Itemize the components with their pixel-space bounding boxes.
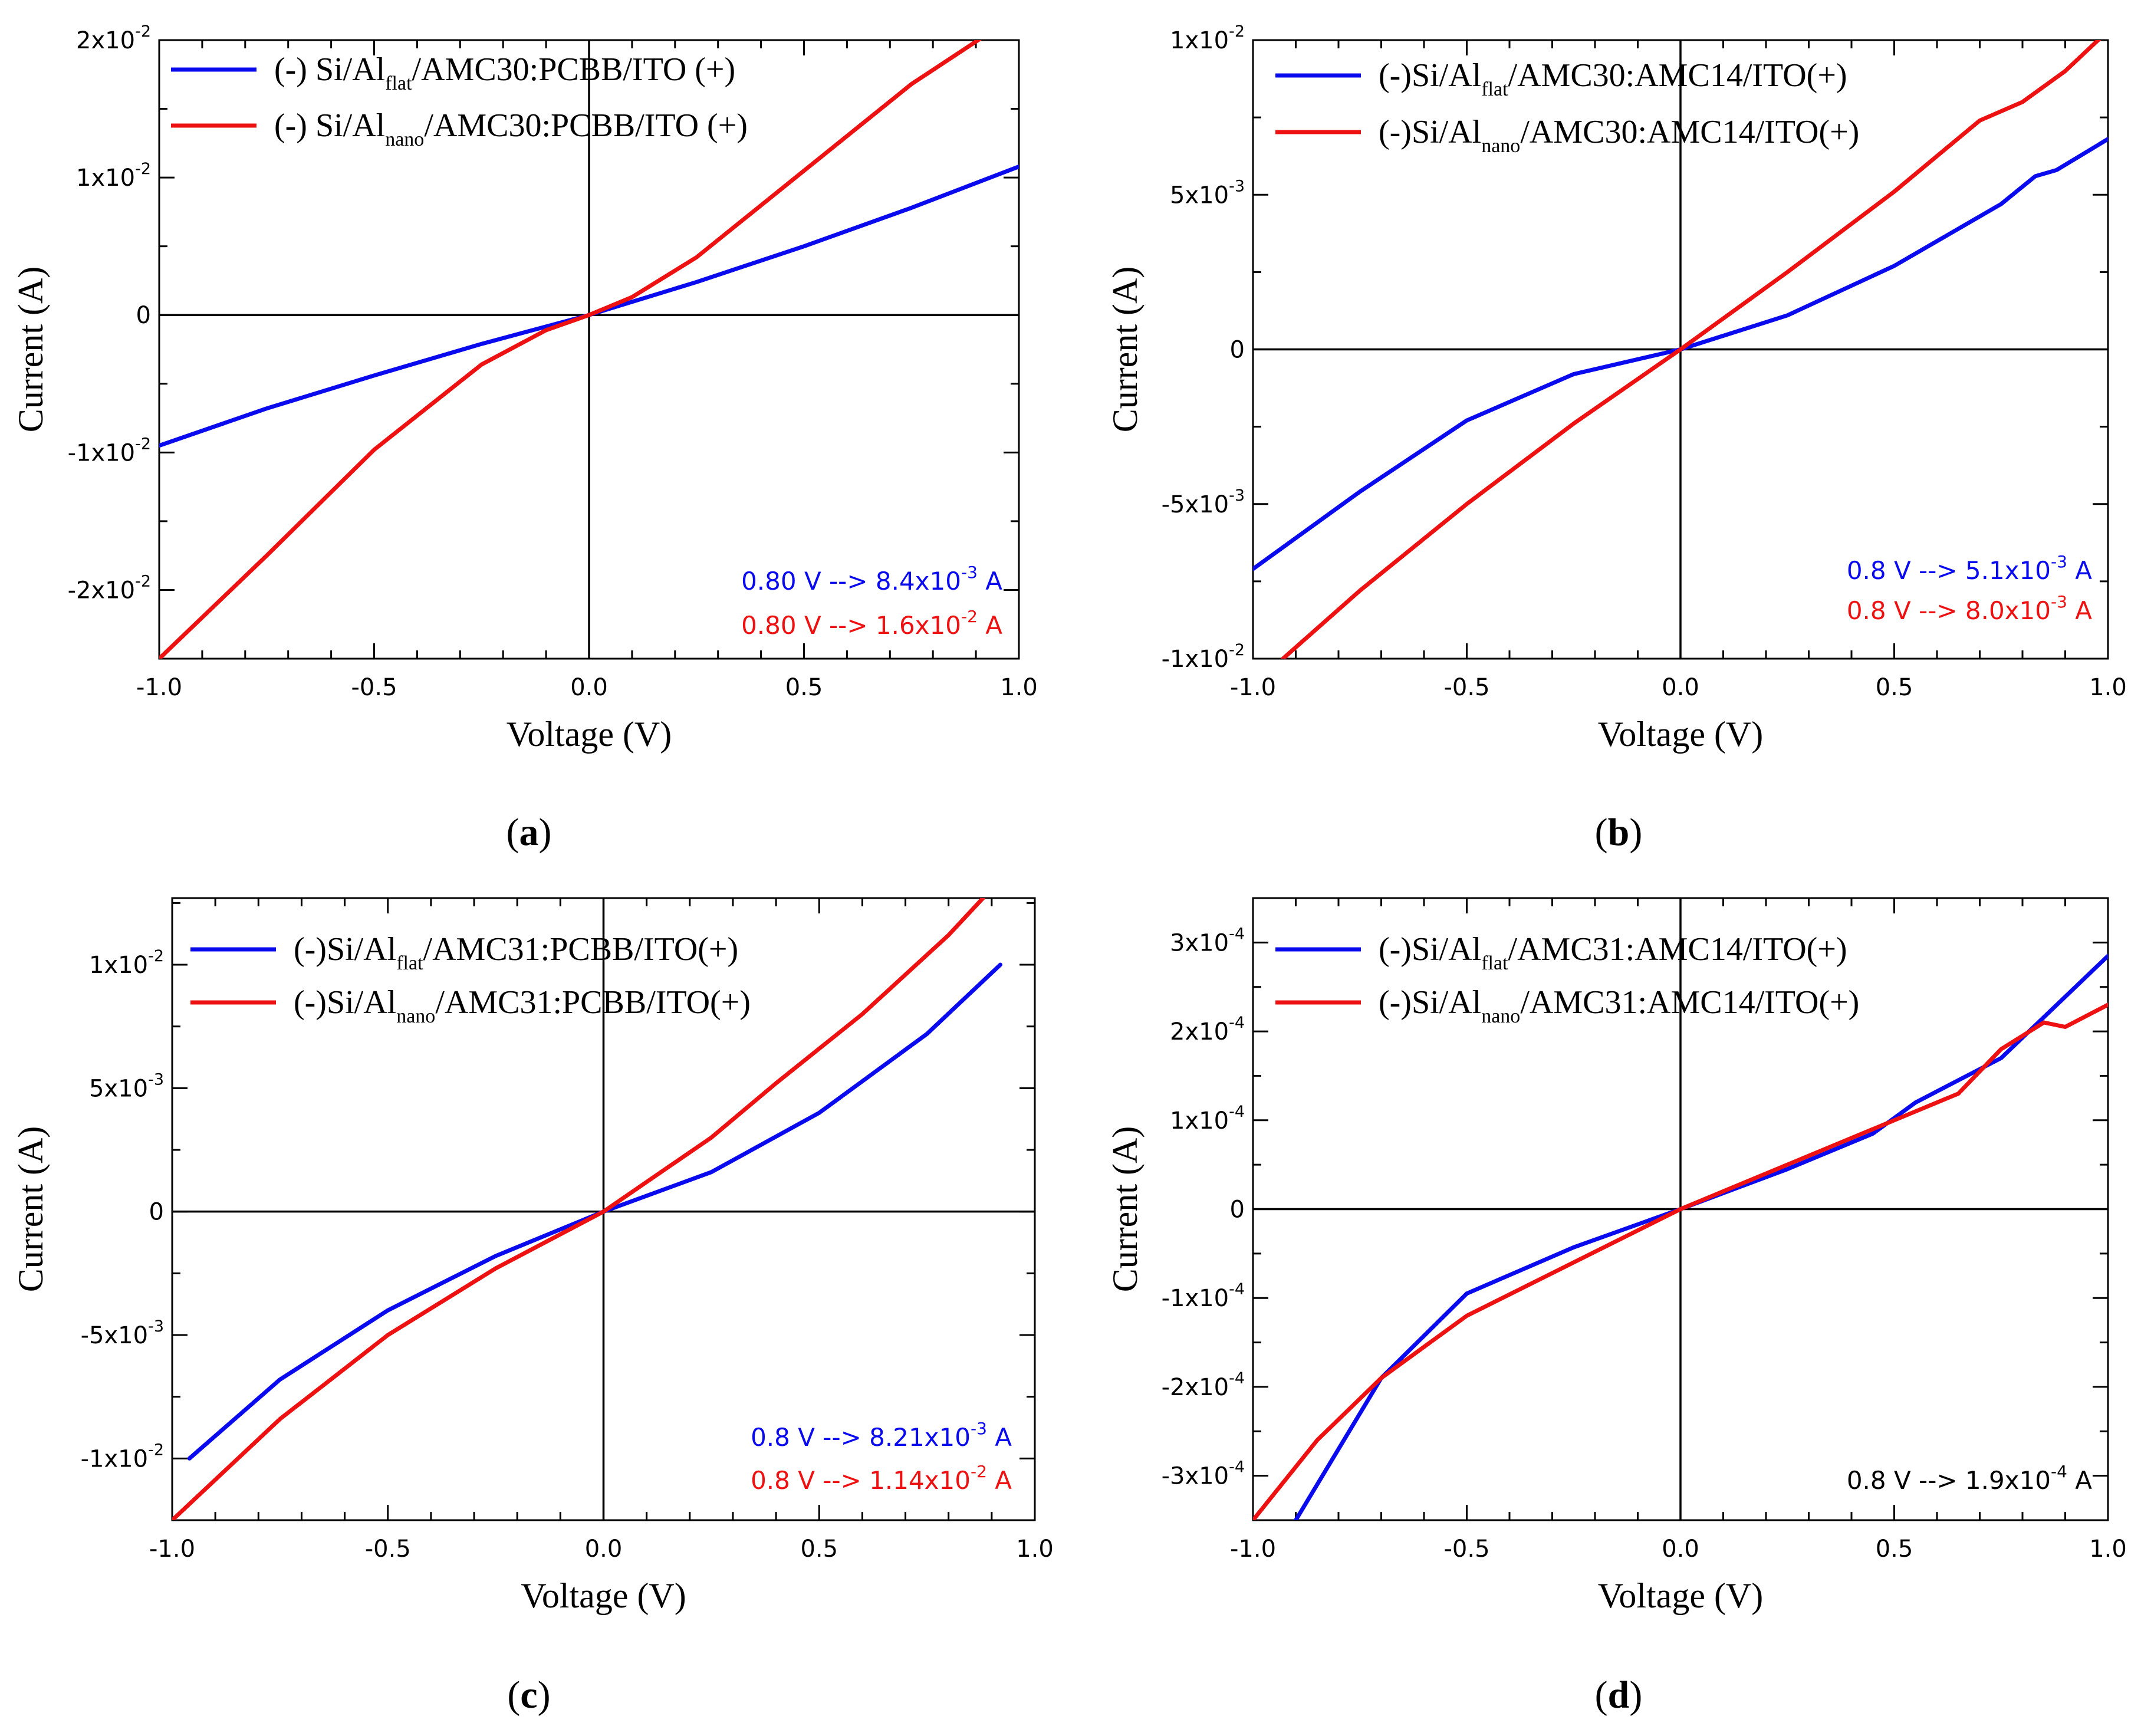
y-axis-label: Current (A): [11, 1126, 50, 1293]
y-tick-label: 0: [136, 302, 151, 329]
value-annotation: 0.8 V --> 1.9x10-4 A: [1847, 1462, 2092, 1495]
series-line-nano: [1253, 1002, 2108, 1520]
y-tick-label: 5x10-3: [89, 1070, 164, 1102]
y-tick-label: 3x10-4: [1170, 925, 1245, 956]
legend-label: (-)Si/Alflat/AMC31:AMC14/ITO(+): [1379, 931, 1847, 974]
x-tick-label: 1.0: [2089, 674, 2127, 701]
x-axis-label: Voltage (V): [507, 715, 672, 754]
y-tick-label: -5x10-3: [81, 1317, 164, 1349]
x-tick-label: 0.5: [1876, 674, 1913, 701]
legend-label: (-)Si/Alnano/AMC31:AMC14/ITO(+): [1379, 984, 1859, 1027]
x-tick-label: 0.0: [1662, 674, 1699, 701]
value-annotation: 0.80 V --> 1.6x10-2 A: [741, 607, 1002, 640]
panel-label: (b): [1595, 811, 1643, 854]
x-tick-label: -1.0: [149, 1536, 195, 1563]
y-tick-label: 0: [1230, 337, 1245, 364]
y-tick-label: -3x10-4: [1162, 1458, 1245, 1490]
x-tick-label: -1.0: [136, 674, 182, 701]
legend-label: (-)Si/Alflat/AMC30:AMC14/ITO(+): [1379, 57, 1847, 100]
x-axis-label: Voltage (V): [1598, 715, 1764, 754]
x-tick-label: -0.5: [1443, 674, 1489, 701]
series-line-nano: [1281, 40, 2101, 659]
x-tick-label: 0.0: [1662, 1536, 1699, 1563]
y-tick-label: -1x10-4: [1162, 1280, 1245, 1312]
legend-label: (-)Si/Alnano/AMC30:AMC14/ITO(+): [1379, 114, 1859, 157]
series-line-nano: [172, 898, 985, 1520]
panel-b: -1.0 -0.5 0.0 0.5 1.0 1x10-2 5x10-3 0 -5x10-3 -1x…: [1106, 22, 2127, 854]
x-tick-label: -0.5: [351, 674, 397, 701]
y-tick-label: 1x10-2: [89, 947, 164, 979]
y-tick-label: -5x10-3: [1162, 486, 1245, 518]
y-tick-label: 0: [1230, 1196, 1245, 1224]
y-tick-label: -2x10-2: [68, 572, 151, 604]
panel-label: (d): [1595, 1673, 1643, 1717]
value-annotation: 0.8 V --> 8.0x10-3 A: [1847, 592, 2092, 625]
y-tick-label: 2x10-4: [1170, 1014, 1245, 1045]
y-axis-label: Current (A): [11, 267, 50, 433]
x-tick-label: 1.0: [2089, 1536, 2127, 1563]
x-tick-label: 0.5: [800, 1536, 838, 1563]
x-axis-label: Voltage (V): [521, 1576, 686, 1615]
x-tick-label: -0.5: [365, 1536, 411, 1563]
y-tick-label: -1x10-2: [68, 435, 151, 466]
panel-a: -1.0 -0.5 0.0 0.5 1.0 2x10-2 1x10-2 0 -1x10-2 -2x…: [11, 22, 1038, 854]
x-tick-label: -0.5: [1443, 1536, 1489, 1563]
y-tick-label: 1x10-4: [1170, 1103, 1245, 1135]
legend-label: (-) Si/Alnano/AMC30:PCBB/ITO (+): [274, 107, 748, 150]
y-tick-label: 2x10-2: [76, 22, 151, 54]
series-line-flat: [1253, 137, 2108, 571]
value-annotation: 0.8 V --> 8.21x10-3 A: [751, 1419, 1012, 1452]
panel-label: (a): [507, 811, 552, 854]
x-axis-label: Voltage (V): [1598, 1576, 1764, 1615]
y-tick-label: 1x10-2: [1170, 22, 1245, 54]
y-axis-label: Current (A): [1106, 1126, 1145, 1293]
x-tick-label: -1.0: [1230, 674, 1276, 701]
panel-label: (c): [507, 1673, 550, 1717]
legend-label: (-) Si/Alflat/AMC30:PCBB/ITO (+): [274, 51, 735, 94]
panel-c: -1.0 -0.5 0.0 0.5 1.0 1x10-2 5x10-3 0 -5x10-3 -1x…: [11, 897, 1054, 1717]
panel-d: -1.0 -0.5 0.0 0.5 1.0 3x10-4 2x10-4 1x10-4 0 -1x1…: [1106, 897, 2127, 1717]
x-tick-label: 0.5: [785, 674, 823, 701]
series-line-flat: [1294, 954, 2108, 1520]
series-line-nano: [159, 40, 982, 659]
x-tick-label: -1.0: [1230, 1536, 1276, 1563]
value-annotation: 0.80 V --> 8.4x10-3 A: [741, 563, 1002, 596]
y-tick-label: 0: [149, 1199, 164, 1226]
y-tick-label: 5x10-3: [1170, 177, 1245, 209]
y-tick-label: -1x10-2: [1162, 641, 1245, 673]
x-tick-label: 0.0: [570, 674, 608, 701]
legend-label: (-)Si/Alnano/AMC31:PCBB/ITO(+): [294, 984, 751, 1027]
x-tick-label: 1.0: [1016, 1536, 1054, 1563]
y-tick-label: -1x10-2: [81, 1441, 164, 1472]
x-tick-label: 0.5: [1876, 1536, 1913, 1563]
y-axis-label: Current (A): [1106, 267, 1145, 433]
x-tick-label: 1.0: [1000, 674, 1038, 701]
y-tick-label: 1x10-2: [76, 160, 151, 192]
value-annotation: 0.8 V --> 1.14x10-2 A: [751, 1462, 1012, 1495]
x-tick-label: 0.0: [585, 1536, 623, 1563]
y-tick-label: -2x10-4: [1162, 1369, 1245, 1401]
value-annotation: 0.8 V --> 5.1x10-3 A: [1847, 552, 2092, 585]
legend-label: (-)Si/Alflat/AMC31:PCBB/ITO(+): [294, 931, 738, 974]
